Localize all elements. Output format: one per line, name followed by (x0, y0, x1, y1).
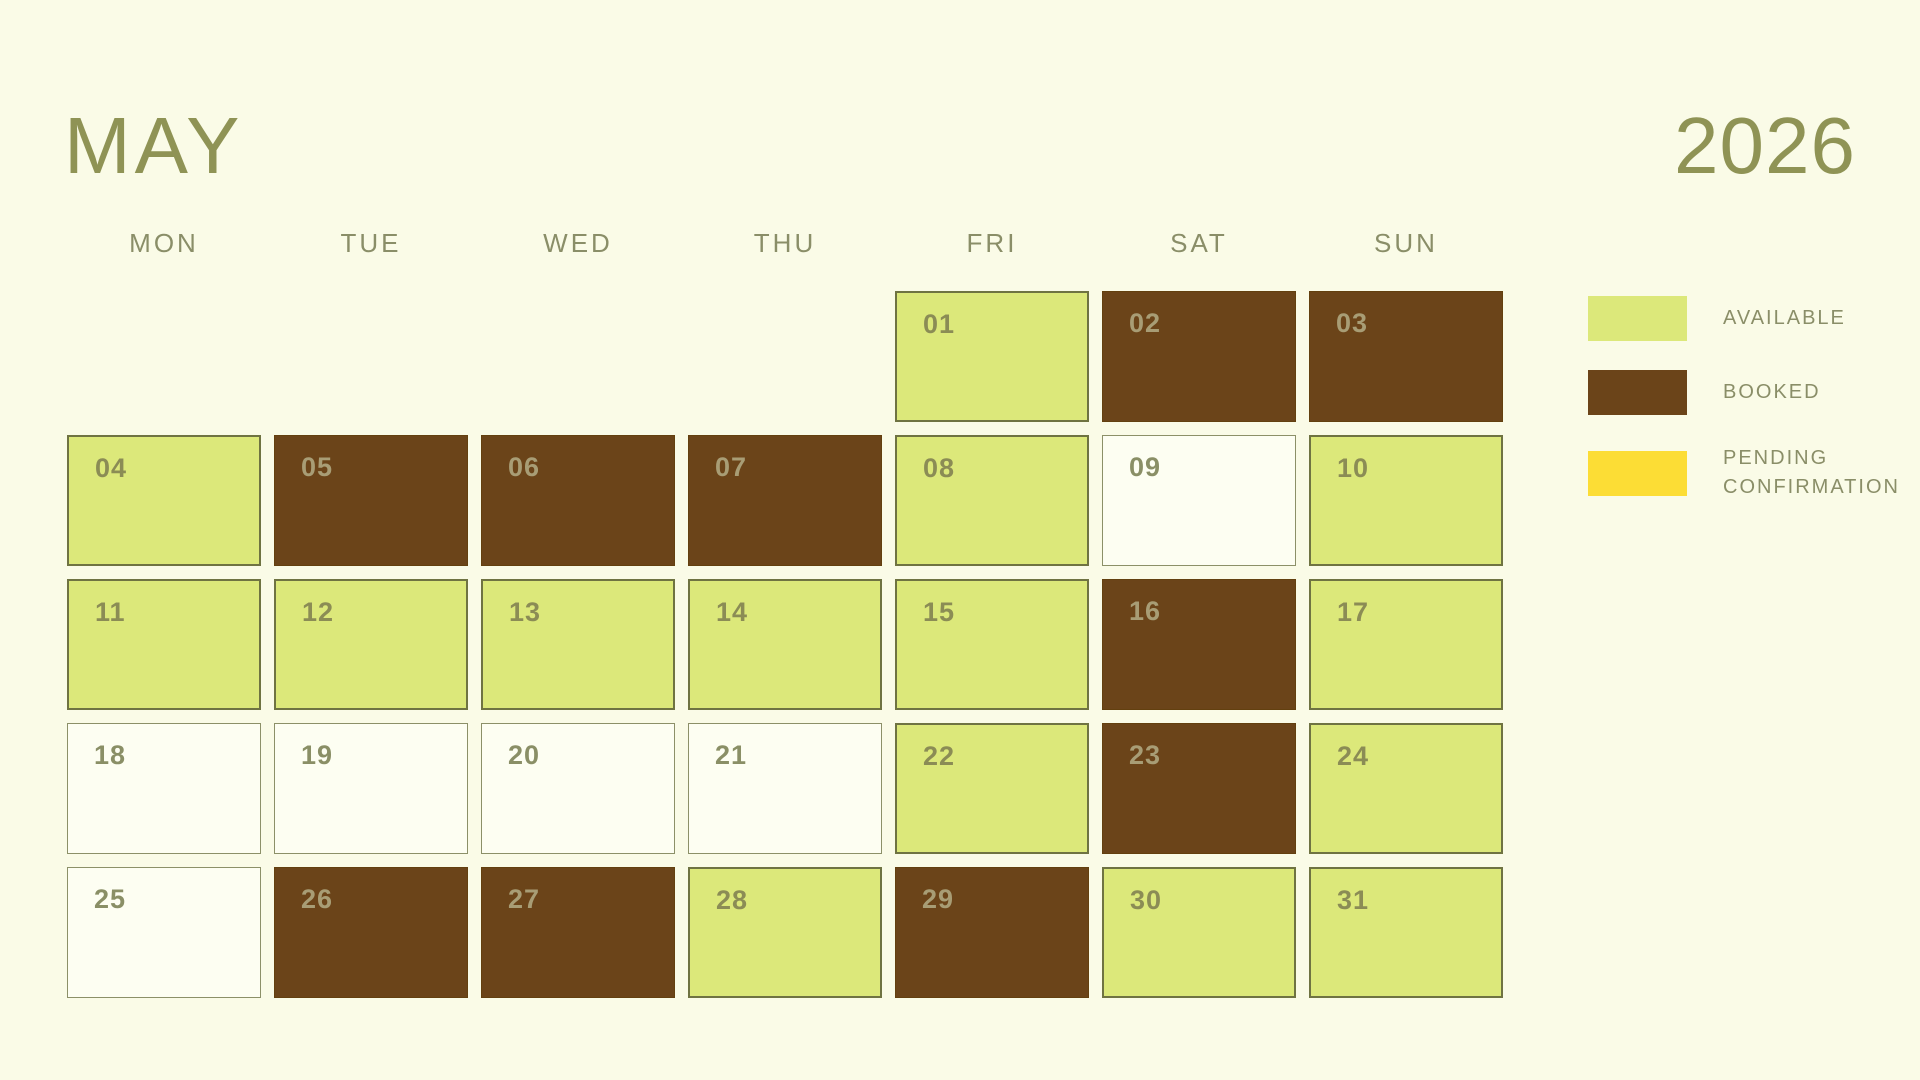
legend-item-available: AVAILABLE (1588, 296, 1920, 341)
day-cell-18[interactable]: 18 (67, 723, 261, 854)
day-cell-23[interactable]: 23 (1102, 723, 1296, 854)
date-number: 24 (1337, 741, 1370, 771)
date-number: 31 (1337, 885, 1370, 915)
date-number: 07 (715, 452, 748, 482)
day-cell-04[interactable]: 04 (67, 435, 261, 566)
day-cell-12[interactable]: 12 (274, 579, 468, 710)
day-cell-28[interactable]: 28 (688, 867, 882, 998)
weekday-label-tue: TUE (340, 228, 402, 258)
date-number: 04 (95, 453, 128, 483)
date-number: 27 (508, 884, 541, 914)
date-number: 13 (509, 597, 542, 627)
day-cell-11[interactable]: 11 (67, 579, 261, 710)
date-number: 29 (922, 884, 955, 914)
date-number: 30 (1130, 885, 1163, 915)
day-cell-05[interactable]: 05 (274, 435, 468, 566)
legend-label-pending: PENDING CONFIRMATION (1723, 447, 1900, 498)
legend-swatch-pending (1588, 450, 1687, 496)
day-cell-26[interactable]: 26 (274, 867, 468, 998)
weekday-label-wed: WED (543, 228, 613, 258)
day-cell-27[interactable]: 27 (481, 867, 675, 998)
day-cell-16[interactable]: 16 (1102, 579, 1296, 710)
day-cell-22[interactable]: 22 (895, 723, 1089, 854)
day-cell-10[interactable]: 10 (1309, 435, 1503, 566)
day-cell-06[interactable]: 06 (481, 435, 675, 566)
date-number: 25 (94, 884, 127, 914)
weekday-label-sun: SUN (1374, 228, 1438, 258)
date-number: 23 (1129, 740, 1162, 770)
day-cell-15[interactable]: 15 (895, 579, 1089, 710)
date-number: 16 (1129, 596, 1162, 626)
day-cell-01[interactable]: 01 (895, 291, 1089, 422)
date-number: 05 (301, 452, 334, 482)
legend-label-available: AVAILABLE (1723, 307, 1846, 329)
legend-swatch-booked (1588, 370, 1687, 415)
weekday-label-fri: FRI (966, 228, 1018, 258)
date-number: 11 (95, 597, 126, 627)
weekday-header-row: MON TUE WED THU FRI SAT SUN (67, 228, 1503, 259)
weekday-label-mon: MON (129, 228, 199, 258)
legend: AVAILABLE BOOKED PENDING CONFIRMATION (1588, 296, 1920, 502)
day-cell-09[interactable]: 09 (1102, 435, 1296, 566)
date-number: 15 (923, 597, 956, 627)
weekday-label-thu: THU (753, 228, 817, 258)
legend-swatch-available (1588, 296, 1687, 341)
date-number: 19 (301, 740, 334, 770)
legend-item-booked: BOOKED (1588, 370, 1920, 415)
date-number: 08 (923, 453, 956, 483)
date-number: 21 (715, 740, 748, 770)
date-number: 17 (1337, 597, 1370, 627)
day-cell-13[interactable]: 13 (481, 579, 675, 710)
day-cell-07[interactable]: 07 (688, 435, 882, 566)
date-number: 01 (923, 309, 956, 339)
year-title: 2026 (1674, 101, 1856, 190)
day-cell-29[interactable]: 29 (895, 867, 1089, 998)
day-cell-14[interactable]: 14 (688, 579, 882, 710)
day-cell-19[interactable]: 19 (274, 723, 468, 854)
day-cell-03[interactable]: 03 (1309, 291, 1503, 422)
date-number: 09 (1129, 452, 1162, 482)
date-number: 18 (94, 740, 127, 770)
date-number: 12 (302, 597, 335, 627)
date-number: 03 (1336, 308, 1369, 338)
date-number: 28 (716, 885, 749, 915)
date-number: 14 (716, 597, 749, 627)
legend-item-pending: PENDING CONFIRMATION (1588, 444, 1920, 502)
date-number: 20 (508, 740, 541, 770)
calendar-grid: 01 02 03 04 05 06 07 08 09 10 11 12 13 14 15 16 17 18 19 20… (67, 291, 1503, 998)
day-cell-17[interactable]: 17 (1309, 579, 1503, 710)
date-number: 06 (508, 452, 541, 482)
day-cell-31[interactable]: 31 (1309, 867, 1503, 998)
day-cell-02[interactable]: 02 (1102, 291, 1296, 422)
date-number: 26 (301, 884, 334, 914)
weekday-label-sat: SAT (1170, 228, 1228, 258)
day-cell-25[interactable]: 25 (67, 867, 261, 998)
day-cell-08[interactable]: 08 (895, 435, 1089, 566)
month-title: MAY (64, 101, 244, 190)
legend-label-booked: BOOKED (1723, 381, 1821, 403)
date-number: 22 (923, 741, 956, 771)
day-cell-30[interactable]: 30 (1102, 867, 1296, 998)
day-cell-21[interactable]: 21 (688, 723, 882, 854)
date-number: 10 (1337, 453, 1370, 483)
day-cell-24[interactable]: 24 (1309, 723, 1503, 854)
day-cell-20[interactable]: 20 (481, 723, 675, 854)
date-number: 02 (1129, 308, 1162, 338)
